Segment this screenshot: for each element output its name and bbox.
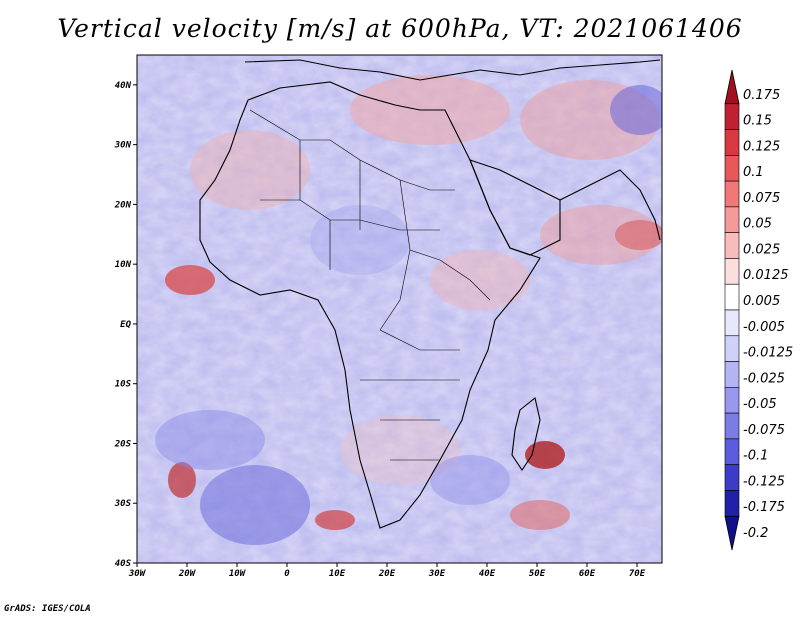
lon-tick-label: 10W bbox=[229, 569, 247, 579]
colorbar-swatch bbox=[724, 412, 740, 440]
lon-tick-label: 20E bbox=[378, 569, 396, 579]
lon-tick-label: 30W bbox=[128, 569, 147, 579]
colorbar-swatch bbox=[724, 206, 740, 233]
lon-tick-label: 20W bbox=[178, 569, 197, 579]
map-title: Vertical velocity [m/s] at 600hPa, VT: 2… bbox=[57, 14, 743, 43]
lat-tick-label: EQ bbox=[120, 320, 131, 330]
grads-credit: GrADS: IGES/COLA bbox=[4, 604, 91, 614]
colorbar-swatch bbox=[724, 103, 740, 130]
colorbar-label: 0.0125 bbox=[743, 268, 789, 283]
colorbar-label: -0.0125 bbox=[743, 346, 793, 361]
colorbar-label: -0.125 bbox=[743, 474, 785, 489]
europe-coastline bbox=[244, 59, 661, 81]
colorbar-label: -0.005 bbox=[743, 320, 785, 335]
colorbar-swatch bbox=[724, 129, 740, 156]
colorbar-label: -0.075 bbox=[743, 423, 785, 438]
lat-tick-label: 40N bbox=[115, 81, 132, 91]
colorbar-swatch bbox=[724, 335, 740, 362]
colorbar-label: -0.025 bbox=[743, 371, 785, 386]
lon-tick-label: 0 bbox=[284, 569, 290, 579]
country-borders bbox=[249, 109, 491, 461]
colorbar-label: 0.05 bbox=[743, 217, 772, 232]
colorbar-bottom-arrow bbox=[724, 515, 740, 551]
lat-tick-label: 10N bbox=[115, 260, 132, 270]
lon-tick-label: 10E bbox=[329, 569, 346, 579]
colorbar-swatch bbox=[724, 258, 740, 285]
colorbar-label: 0.1 bbox=[743, 165, 764, 180]
colorbar-swatch bbox=[724, 155, 740, 182]
colorbar-swatch bbox=[724, 464, 740, 491]
colorbar-swatch bbox=[724, 283, 740, 311]
colorbar-swatch bbox=[724, 309, 740, 337]
lat-tick-label: 30N bbox=[114, 141, 132, 151]
madagascar-coastline bbox=[511, 397, 541, 471]
colorbar-top-arrow bbox=[724, 69, 740, 105]
colorbar-swatch bbox=[724, 361, 740, 388]
colorbar-swatch bbox=[724, 490, 740, 517]
colorbar-label: -0.2 bbox=[743, 526, 768, 541]
colorbar-label: 0.175 bbox=[743, 88, 780, 103]
colorbar-label: -0.175 bbox=[743, 500, 785, 515]
lat-tick-label: 10S bbox=[115, 380, 132, 390]
arabia-coastline bbox=[469, 159, 561, 256]
colorbar-swatch bbox=[724, 180, 740, 208]
colorbar-label: 0.125 bbox=[743, 139, 780, 154]
colorbar-swatch bbox=[724, 387, 740, 414]
lat-tick-label: 40S bbox=[115, 559, 132, 569]
lon-tick-label: 60E bbox=[579, 569, 596, 579]
lat-tick-label: 20S bbox=[114, 439, 132, 449]
lon-tick-label: 30E bbox=[428, 569, 446, 579]
lon-tick-label: 50E bbox=[529, 569, 546, 579]
africa-coastline bbox=[199, 81, 541, 529]
colorbar-label: 0.005 bbox=[743, 294, 780, 309]
lat-tick-label: 30S bbox=[114, 499, 132, 509]
asia-coastline bbox=[559, 169, 661, 241]
lon-tick-label: 70E bbox=[629, 569, 646, 579]
colorbar-swatch bbox=[724, 232, 740, 259]
colorbar-label: -0.1 bbox=[743, 449, 768, 464]
lon-tick-label: 40E bbox=[479, 569, 496, 579]
colorbar-swatch bbox=[724, 438, 740, 465]
colorbar-label: -0.05 bbox=[743, 397, 777, 412]
lat-tick-label: 20N bbox=[114, 200, 132, 210]
colorbar-label: 0.15 bbox=[743, 114, 772, 129]
colorbar-label: 0.025 bbox=[743, 242, 780, 257]
velocity-field bbox=[137, 55, 662, 563]
map-frame bbox=[136, 54, 663, 564]
colorbar-label: 0.075 bbox=[743, 191, 780, 206]
coastlines bbox=[199, 59, 661, 529]
